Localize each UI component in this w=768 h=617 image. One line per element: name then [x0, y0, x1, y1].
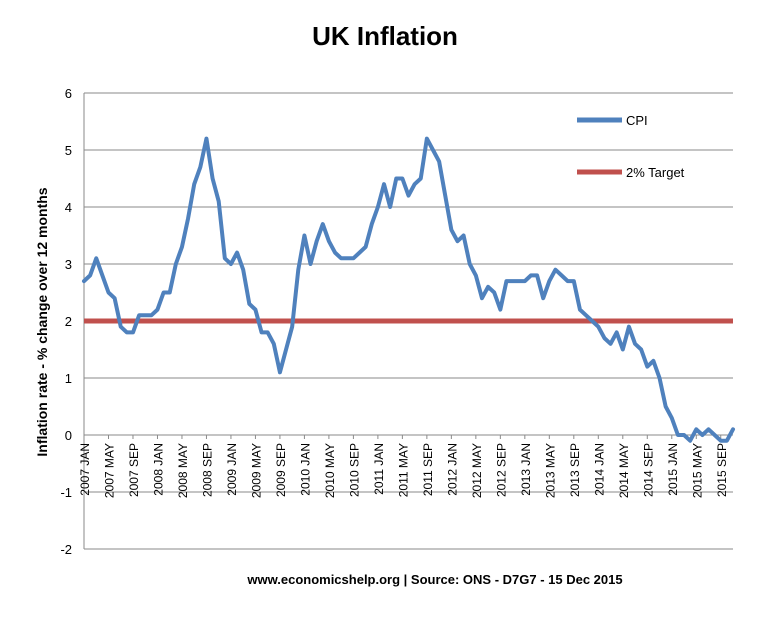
x-tick-label: 2008 SEP [200, 443, 214, 497]
y-axis-label: Inflation rate - % change over 12 months [34, 187, 50, 456]
y-tick-label: 1 [65, 371, 72, 386]
x-tick-label: 2008 JAN [151, 443, 165, 496]
y-tick-label: 2 [65, 314, 72, 329]
source-note: www.economicshelp.org | Source: ONS - D7… [246, 572, 622, 587]
x-tick-label: 2010 MAY [323, 443, 337, 498]
chart-title: UK Inflation [312, 21, 458, 51]
x-tick-label: 2012 SEP [494, 443, 508, 497]
legend-label: CPI [626, 113, 648, 128]
x-tick-label: 2008 MAY [176, 443, 190, 498]
x-tick-label: 2015 MAY [690, 443, 704, 498]
x-tick-label: 2013 SEP [568, 443, 582, 497]
x-tick-label: 2011 SEP [421, 443, 435, 496]
x-tick-label: 2015 SEP [715, 443, 729, 497]
x-tick-labels: 2007 JAN 2007 MAY 2007 SEP 2008 JAN 2008 MAY… [78, 443, 729, 498]
x-tick-label: 2009 SEP [274, 443, 288, 497]
x-tick-label: 2010 SEP [347, 443, 361, 497]
x-tick-label: 2014 JAN [592, 443, 606, 496]
y-tick-label: 6 [65, 86, 72, 101]
x-tick-label: 2007 JAN [78, 443, 92, 496]
y-tick-label: 0 [65, 428, 72, 443]
y-tick-label: 3 [65, 257, 72, 272]
x-tick-label: 2013 MAY [543, 443, 557, 498]
cpi-line [82, 136, 735, 443]
x-tick-label: 2012 JAN [445, 443, 459, 496]
x-tick-label: 2007 SEP [127, 443, 141, 497]
y-tick-labels: -2 -1 0 1 2 3 4 5 6 [60, 86, 72, 557]
y-tick-label: -1 [60, 485, 72, 500]
y-tick-label: -2 [60, 542, 72, 557]
x-tick-label: 2011 MAY [396, 443, 410, 497]
legend-label: 2% Target [626, 165, 685, 180]
x-tick-label: 2009 JAN [225, 443, 239, 496]
x-tick-label: 2010 JAN [298, 443, 312, 496]
x-tick-label: 2009 MAY [249, 443, 263, 498]
x-tick-label: 2011 JAN [372, 443, 386, 495]
x-tick-label: 2012 MAY [470, 443, 484, 498]
series [82, 136, 735, 443]
x-tick-label: 2007 MAY [102, 443, 116, 498]
x-tick-label: 2014 SEP [641, 443, 655, 497]
y-tick-label: 4 [65, 200, 72, 215]
x-tick-label: 2014 MAY [617, 443, 631, 498]
x-tick-label: 2015 JAN [666, 443, 680, 496]
x-tick-label: 2013 JAN [519, 443, 533, 496]
legend: CPI 2% Target [577, 113, 685, 180]
y-tick-label: 5 [65, 143, 72, 158]
